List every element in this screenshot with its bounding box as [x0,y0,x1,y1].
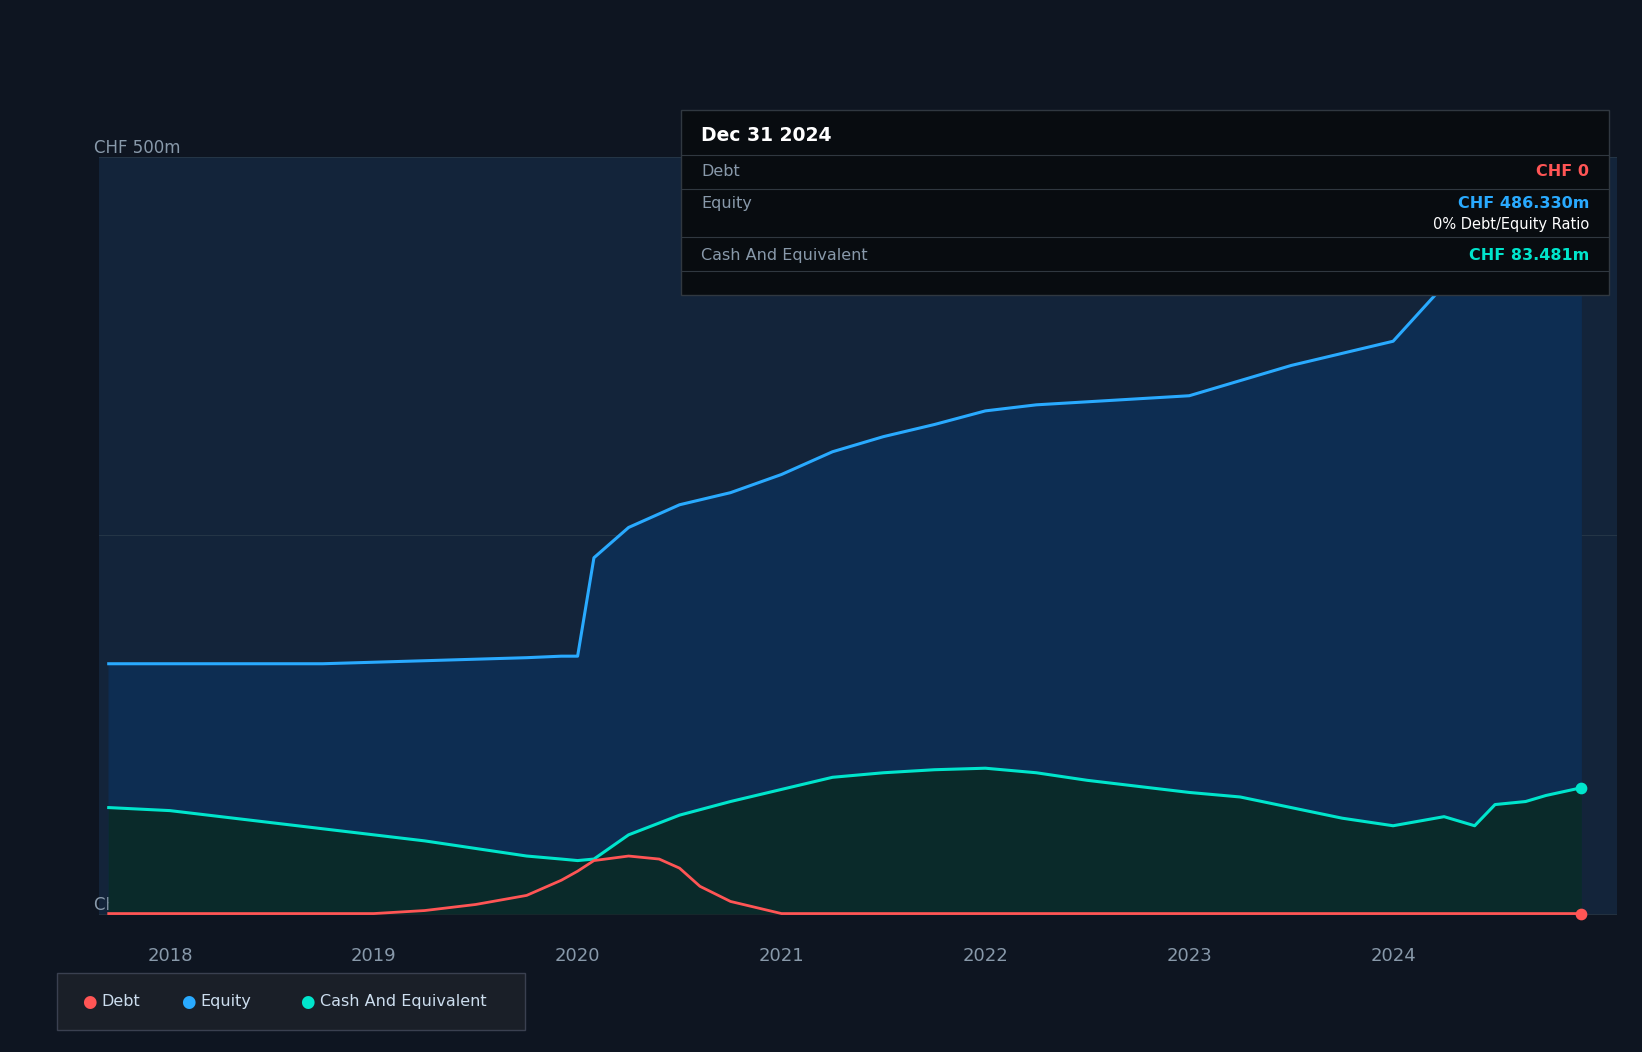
Text: CHF 83.481m: CHF 83.481m [1470,248,1589,263]
Text: Debt: Debt [102,994,141,1009]
Text: Equity: Equity [200,994,251,1009]
Point [1568,169,1594,186]
Text: CHF 0: CHF 0 [95,895,144,913]
Text: CHF 486.330m: CHF 486.330m [1458,196,1589,210]
Text: Cash And Equivalent: Cash And Equivalent [701,248,867,263]
Text: Dec 31 2024: Dec 31 2024 [701,126,831,145]
Text: ●: ● [82,992,97,1011]
Text: CHF 500m: CHF 500m [95,139,181,157]
Text: 0% Debt/Equity Ratio: 0% Debt/Equity Ratio [1433,217,1589,231]
Text: Debt: Debt [701,164,741,179]
Point [1568,780,1594,796]
Text: Cash And Equivalent: Cash And Equivalent [320,994,486,1009]
Text: ●: ● [181,992,195,1011]
Point [1568,905,1594,922]
Text: Equity: Equity [701,196,752,210]
Text: ●: ● [300,992,315,1011]
Text: CHF 0: CHF 0 [1537,164,1589,179]
